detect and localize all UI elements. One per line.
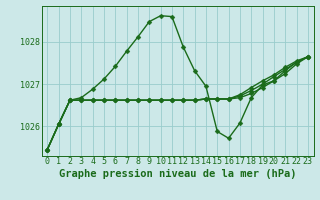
X-axis label: Graphe pression niveau de la mer (hPa): Graphe pression niveau de la mer (hPa) <box>59 169 296 179</box>
